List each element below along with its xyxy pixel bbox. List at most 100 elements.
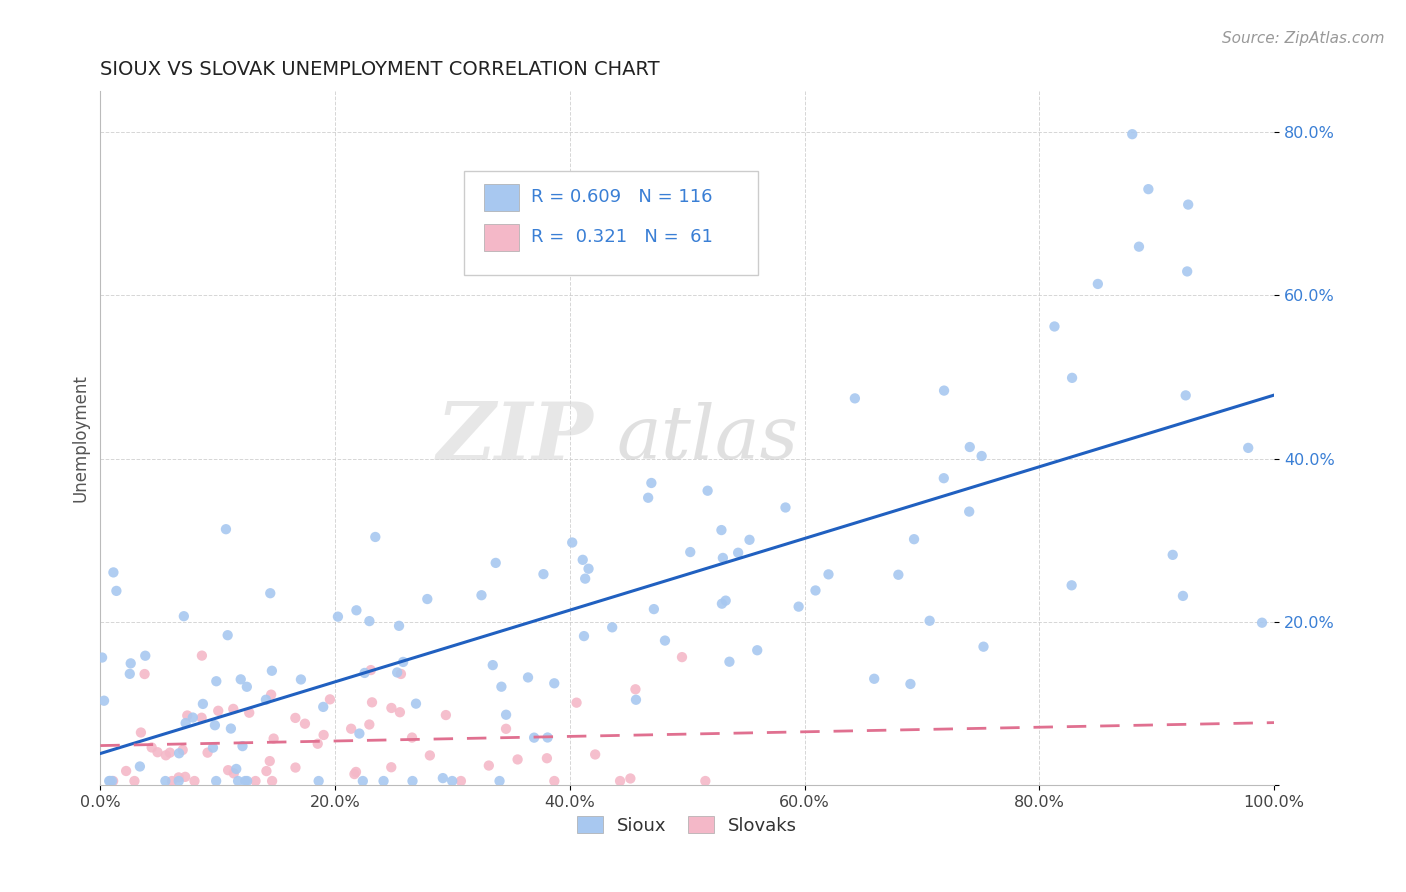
- Point: [959, 440, 981, 454]
- Point: [361, 695, 384, 709]
- Point: [259, 586, 281, 600]
- Point: [392, 655, 415, 669]
- Point: [159, 746, 181, 760]
- Point: [506, 752, 529, 766]
- Point: [263, 731, 285, 746]
- Point: [312, 700, 335, 714]
- Point: [254, 692, 277, 706]
- Point: [523, 731, 546, 745]
- Point: [900, 677, 922, 691]
- Point: [259, 754, 281, 768]
- Point: [609, 774, 631, 789]
- Point: [353, 665, 375, 680]
- Point: [401, 774, 423, 789]
- Point: [197, 746, 219, 760]
- Point: [973, 640, 995, 654]
- Point: [98, 774, 121, 789]
- Point: [346, 603, 368, 617]
- Point: [124, 774, 146, 789]
- Point: [679, 545, 702, 559]
- Point: [405, 697, 427, 711]
- Point: [364, 530, 387, 544]
- Point: [1087, 277, 1109, 291]
- Point: [385, 665, 408, 680]
- Point: [191, 648, 214, 663]
- Point: [290, 673, 312, 687]
- Point: [738, 533, 761, 547]
- Point: [229, 673, 252, 687]
- Point: [574, 572, 596, 586]
- Point: [583, 747, 606, 762]
- Point: [204, 718, 226, 732]
- Point: [233, 774, 256, 789]
- Point: [600, 620, 623, 634]
- Point: [710, 597, 733, 611]
- Point: [254, 764, 277, 778]
- Point: [222, 766, 245, 780]
- Point: [517, 670, 540, 684]
- Point: [543, 676, 565, 690]
- Point: [360, 663, 382, 677]
- Point: [804, 583, 827, 598]
- Point: [747, 643, 769, 657]
- Point: [120, 657, 142, 671]
- Point: [565, 696, 588, 710]
- Point: [155, 748, 177, 763]
- Point: [495, 707, 517, 722]
- Point: [887, 567, 910, 582]
- Point: [319, 692, 342, 706]
- Y-axis label: Unemployment: Unemployment: [72, 375, 89, 502]
- Point: [201, 740, 224, 755]
- Point: [624, 682, 647, 697]
- Point: [226, 774, 249, 789]
- Point: [91, 650, 114, 665]
- Point: [105, 583, 128, 598]
- Text: R =  0.321   N =  61: R = 0.321 N = 61: [531, 228, 713, 246]
- Point: [918, 614, 941, 628]
- Point: [115, 764, 138, 778]
- Point: [284, 760, 307, 774]
- Text: ZIP: ZIP: [436, 400, 593, 477]
- Point: [134, 648, 156, 663]
- Point: [173, 609, 195, 624]
- Bar: [484, 225, 519, 251]
- Point: [222, 702, 245, 716]
- Point: [1128, 240, 1150, 254]
- Text: Source: ZipAtlas.com: Source: ZipAtlas.com: [1222, 31, 1385, 46]
- Point: [160, 774, 183, 789]
- Point: [172, 743, 194, 757]
- Point: [416, 592, 439, 607]
- Point: [231, 739, 253, 753]
- Point: [155, 774, 177, 789]
- Point: [1251, 615, 1274, 630]
- Point: [932, 384, 955, 398]
- Text: R = 0.609   N = 116: R = 0.609 N = 116: [531, 188, 713, 206]
- Point: [932, 471, 955, 485]
- Point: [561, 535, 583, 549]
- Point: [1121, 127, 1143, 141]
- Point: [167, 771, 190, 785]
- Point: [225, 762, 247, 776]
- Text: atlas: atlas: [617, 402, 799, 475]
- Point: [624, 692, 647, 706]
- Point: [207, 704, 229, 718]
- Point: [1060, 578, 1083, 592]
- Point: [970, 449, 993, 463]
- Point: [710, 523, 733, 537]
- Point: [191, 697, 214, 711]
- Point: [1043, 319, 1066, 334]
- Point: [695, 774, 717, 789]
- Point: [671, 650, 693, 665]
- Point: [343, 767, 366, 781]
- Point: [183, 774, 205, 789]
- Point: [485, 556, 508, 570]
- Point: [284, 711, 307, 725]
- Point: [863, 672, 886, 686]
- Point: [787, 599, 810, 614]
- Point: [236, 680, 259, 694]
- Point: [957, 505, 980, 519]
- Point: [1171, 589, 1194, 603]
- Point: [1161, 548, 1184, 562]
- Point: [205, 674, 228, 689]
- Point: [215, 522, 238, 536]
